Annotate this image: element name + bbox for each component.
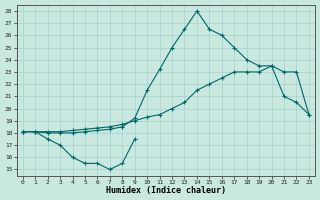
X-axis label: Humidex (Indice chaleur): Humidex (Indice chaleur) (106, 186, 226, 195)
